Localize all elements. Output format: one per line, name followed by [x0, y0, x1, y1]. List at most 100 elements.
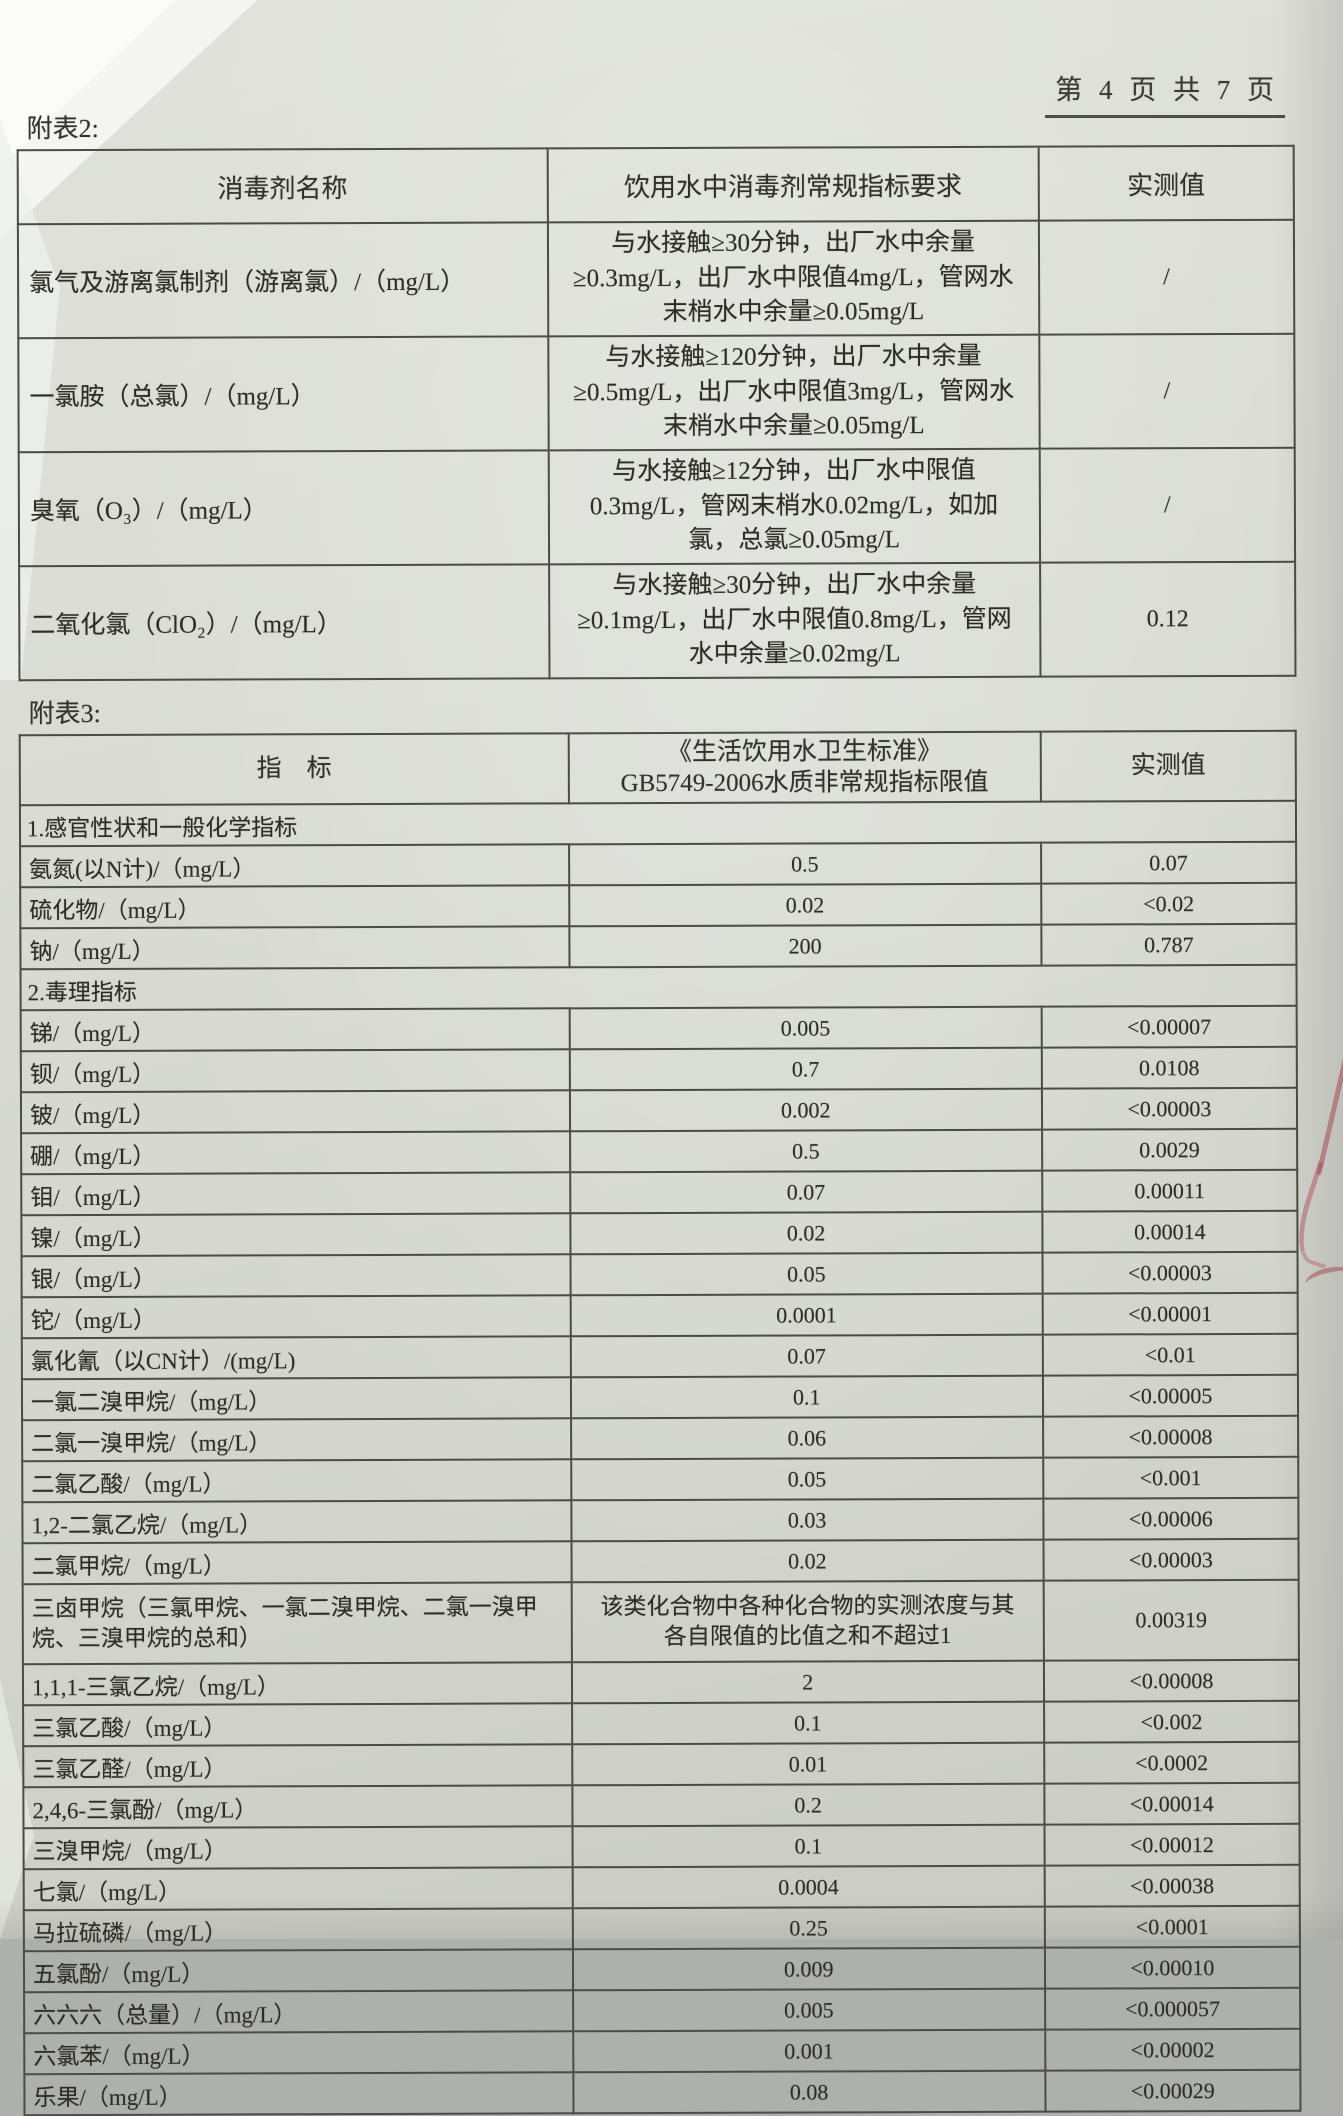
indicator-row: 六氯苯/（mg/L） 0.001 <0.00002 — [24, 2028, 1301, 2075]
indicator-name-cell: 二氯一溴甲烷/（mg/L） — [22, 1418, 571, 1462]
measured-value-cell: <0.00014 — [1044, 1782, 1300, 1825]
limit-value-cell: 0.009 — [572, 1947, 1045, 1991]
indicator-row: 二氯一溴甲烷/（mg/L） 0.06 <0.00008 — [22, 1415, 1299, 1462]
column-header-standard-limit: 《生活饮用水卫生标准》 GB5749-2006水质非常规指标限值 — [568, 731, 1041, 804]
measured-value-cell: 0.00014 — [1042, 1210, 1298, 1253]
indicator-name-cell: 三氯乙酸/（mg/L） — [23, 1703, 572, 1747]
indicator-name-cell: 锑/（mg/L） — [20, 1008, 570, 1052]
limit-value-cell: 0.002 — [569, 1088, 1042, 1132]
indicator-name-cell: 1,2-二氯乙烷/（mg/L） — [22, 1500, 572, 1544]
limit-value-cell: 0.1 — [570, 1375, 1043, 1419]
section-row: 1.感官性状和一般化学指标 — [19, 800, 1297, 847]
indicator-name-cell: 六氯苯/（mg/L） — [24, 2031, 574, 2075]
indicator-row: 镍/（mg/L） 0.02 0.00014 — [21, 1210, 1298, 1257]
limit-value-cell: 0.02 — [570, 1211, 1043, 1255]
measured-value-cell: <0.00005 — [1042, 1374, 1299, 1417]
disinfectant-name-cell: 二氧化氯（ClO₂）/（mg/L） — [19, 564, 550, 681]
measured-value-cell: 0.12 — [1039, 561, 1296, 677]
standard-subtitle: GB5749-2006水质非常规指标限值 — [620, 768, 989, 798]
photo-shadow — [0, 1899, 1343, 1939]
measured-value-cell: <0.00001 — [1042, 1292, 1298, 1335]
indicator-name-cell: 铊/（mg/L） — [21, 1295, 571, 1339]
photo-shadow — [1273, 0, 1343, 1939]
indicator-name-cell: 乐果/（mg/L） — [24, 2072, 574, 2116]
measured-value-cell: <0.00003 — [1041, 1087, 1298, 1130]
indicator-row: 二氯甲烷/（mg/L） 0.02 <0.00003 — [22, 1538, 1299, 1585]
measured-value-cell: <0.00006 — [1043, 1497, 1299, 1540]
document-content: 附表2: 消毒剂名称 饮用水中消毒剂常规指标要求 实测值 氯气及游离氯制剂（游离… — [16, 104, 1303, 2116]
indicator-row: 氯化氰（以CN计）/(mg/L) 0.07 <0.01 — [21, 1333, 1298, 1380]
measured-value-cell: / — [1038, 219, 1295, 335]
limit-value-cell: 0.005 — [572, 1988, 1045, 2032]
measured-value-cell: 0.0029 — [1041, 1128, 1298, 1171]
measured-value-cell: <0.0002 — [1043, 1741, 1300, 1784]
limit-value-cell: 2 — [571, 1660, 1044, 1704]
column-header-disinfectant-name: 消毒剂名称 — [17, 148, 548, 225]
limit-value-cell: 0.7 — [569, 1047, 1042, 1091]
indicator-row: 钠/（mg/L） 200 0.787 — [20, 923, 1297, 970]
measured-value-cell: <0.01 — [1042, 1333, 1298, 1376]
column-header-measured-value: 实测值 — [1038, 145, 1294, 221]
disinfectant-row: 一氯胺（总氯）/（mg/L） 与水接触≥120分钟，出厂水中余量≥0.5mg/L，… — [18, 333, 1295, 453]
measured-value-cell: <0.00012 — [1044, 1823, 1300, 1866]
indicator-name-cell: 三卤甲烷（三氯甲烷、一氯二溴甲烷、二氯一溴甲烷、三溴甲烷的总和） — [22, 1582, 572, 1665]
limit-value-cell: 0.2 — [572, 1783, 1045, 1827]
limit-value-cell: 0.05 — [570, 1252, 1043, 1296]
measured-value-cell: / — [1039, 447, 1296, 563]
limit-value-cell: 0.5 — [568, 842, 1041, 886]
limit-value-cell: 200 — [569, 924, 1042, 968]
measured-value-cell: <0.002 — [1043, 1700, 1300, 1743]
indicator-row: 一氯二溴甲烷/（mg/L） 0.1 <0.00005 — [21, 1374, 1299, 1421]
limit-value-cell: 0.02 — [568, 883, 1042, 927]
indicator-name-cell: 五氯酚/（mg/L） — [23, 1949, 573, 1993]
indicator-row: 六六六（总量）/（mg/L） 0.005 <0.000057 — [24, 1987, 1301, 2034]
disinfectant-indicator-table: 消毒剂名称 饮用水中消毒剂常规指标要求 实测值 氯气及游离氯制剂（游离氯）/（m… — [17, 145, 1297, 681]
table2-caption: 附表2: — [26, 113, 99, 144]
limit-value-cell: 0.01 — [571, 1742, 1045, 1786]
measured-value-cell: <0.000057 — [1044, 1987, 1301, 2030]
limit-value-cell: 0.06 — [570, 1416, 1043, 1460]
indicator-name-cell: 钡/（mg/L） — [20, 1049, 570, 1093]
indicator-row: 二氯乙酸/（mg/L） 0.05 <0.001 — [22, 1456, 1299, 1503]
indicator-row: 铍/（mg/L） 0.002 <0.00003 — [20, 1087, 1298, 1134]
measured-value-cell: <0.00010 — [1044, 1946, 1301, 1989]
indicator-name-cell: 氯化氰（以CN计）/(mg/L) — [21, 1336, 571, 1380]
section-row: 2.毒理指标 — [20, 964, 1297, 1011]
requirement-cell: 与水接触≥30分钟，出厂水中余量≥0.1mg/L，出厂水中限值0.8mg/L，管… — [548, 562, 1041, 679]
indicator-row: 银/（mg/L） 0.05 <0.00003 — [21, 1251, 1298, 1298]
indicator-name-cell: 一氯二溴甲烷/（mg/L） — [21, 1377, 571, 1421]
indicator-row: 硼/（mg/L） 0.5 0.0029 — [21, 1128, 1298, 1175]
limit-value-cell: 0.5 — [569, 1129, 1042, 1173]
limit-value-cell: 0.005 — [569, 1006, 1042, 1050]
measured-value-cell: / — [1039, 333, 1295, 449]
measured-value-cell: <0.00007 — [1041, 1005, 1297, 1048]
indicator-name-cell: 三溴甲烷/（mg/L） — [23, 1826, 573, 1870]
measured-value-cell: 0.00319 — [1043, 1579, 1299, 1661]
indicator-row: 五氯酚/（mg/L） 0.009 <0.00010 — [23, 1946, 1301, 1993]
disinfectant-name-cell: 臭氧（O₃）/（mg/L） — [18, 450, 549, 567]
indicator-row: 三氯乙酸/（mg/L） 0.1 <0.002 — [23, 1700, 1300, 1747]
measured-value-cell: 0.787 — [1041, 923, 1297, 966]
indicator-row: 三溴甲烷/（mg/L） 0.1 <0.00012 — [23, 1823, 1300, 1870]
section-label-cell: 2.毒理指标 — [20, 964, 1297, 1011]
measured-value-cell: <0.00029 — [1045, 2069, 1301, 2112]
column-header-measured-value: 实测值 — [1040, 730, 1296, 802]
requirement-cell: 与水接触≥30分钟，出厂水中余量≥0.3mg/L，出厂水中限值4mg/L，管网水… — [547, 220, 1040, 337]
indicator-name-cell: 2,4,6-三氯酚/（mg/L） — [23, 1785, 573, 1829]
section-label-cell: 1.感官性状和一般化学指标 — [19, 800, 1297, 847]
indicator-name-cell: 氨氮(以N计)/（mg/L） — [20, 844, 569, 888]
measured-value-cell: <0.00002 — [1044, 2028, 1301, 2071]
indicator-name-cell: 硫化物/（mg/L） — [20, 885, 570, 929]
page-indicator: 第 4 页 共 7 页 — [1045, 68, 1285, 118]
indicator-row: 乐果/（mg/L） 0.08 <0.00029 — [24, 2069, 1301, 2116]
indicator-name-cell: 二氯甲烷/（mg/L） — [22, 1541, 572, 1585]
limit-value-cell: 0.0001 — [570, 1293, 1043, 1337]
measured-value-cell: <0.00008 — [1042, 1415, 1299, 1458]
disinfectant-name-cell: 氯气及游离氯制剂（游离氯）/（mg/L） — [17, 222, 548, 339]
requirement-cell: 与水接触≥120分钟，出厂水中余量≥0.5mg/L，出厂水中限值3mg/L，管网… — [547, 334, 1040, 451]
standard-title: 《生活饮用水卫生标准》 — [666, 737, 943, 766]
indicator-row: 1,2-二氯乙烷/（mg/L） 0.03 <0.00006 — [22, 1497, 1299, 1544]
limit-value-cell: 0.03 — [571, 1498, 1044, 1542]
measured-value-cell: <0.00008 — [1043, 1659, 1300, 1702]
limit-value-cell: 0.1 — [571, 1701, 1044, 1745]
